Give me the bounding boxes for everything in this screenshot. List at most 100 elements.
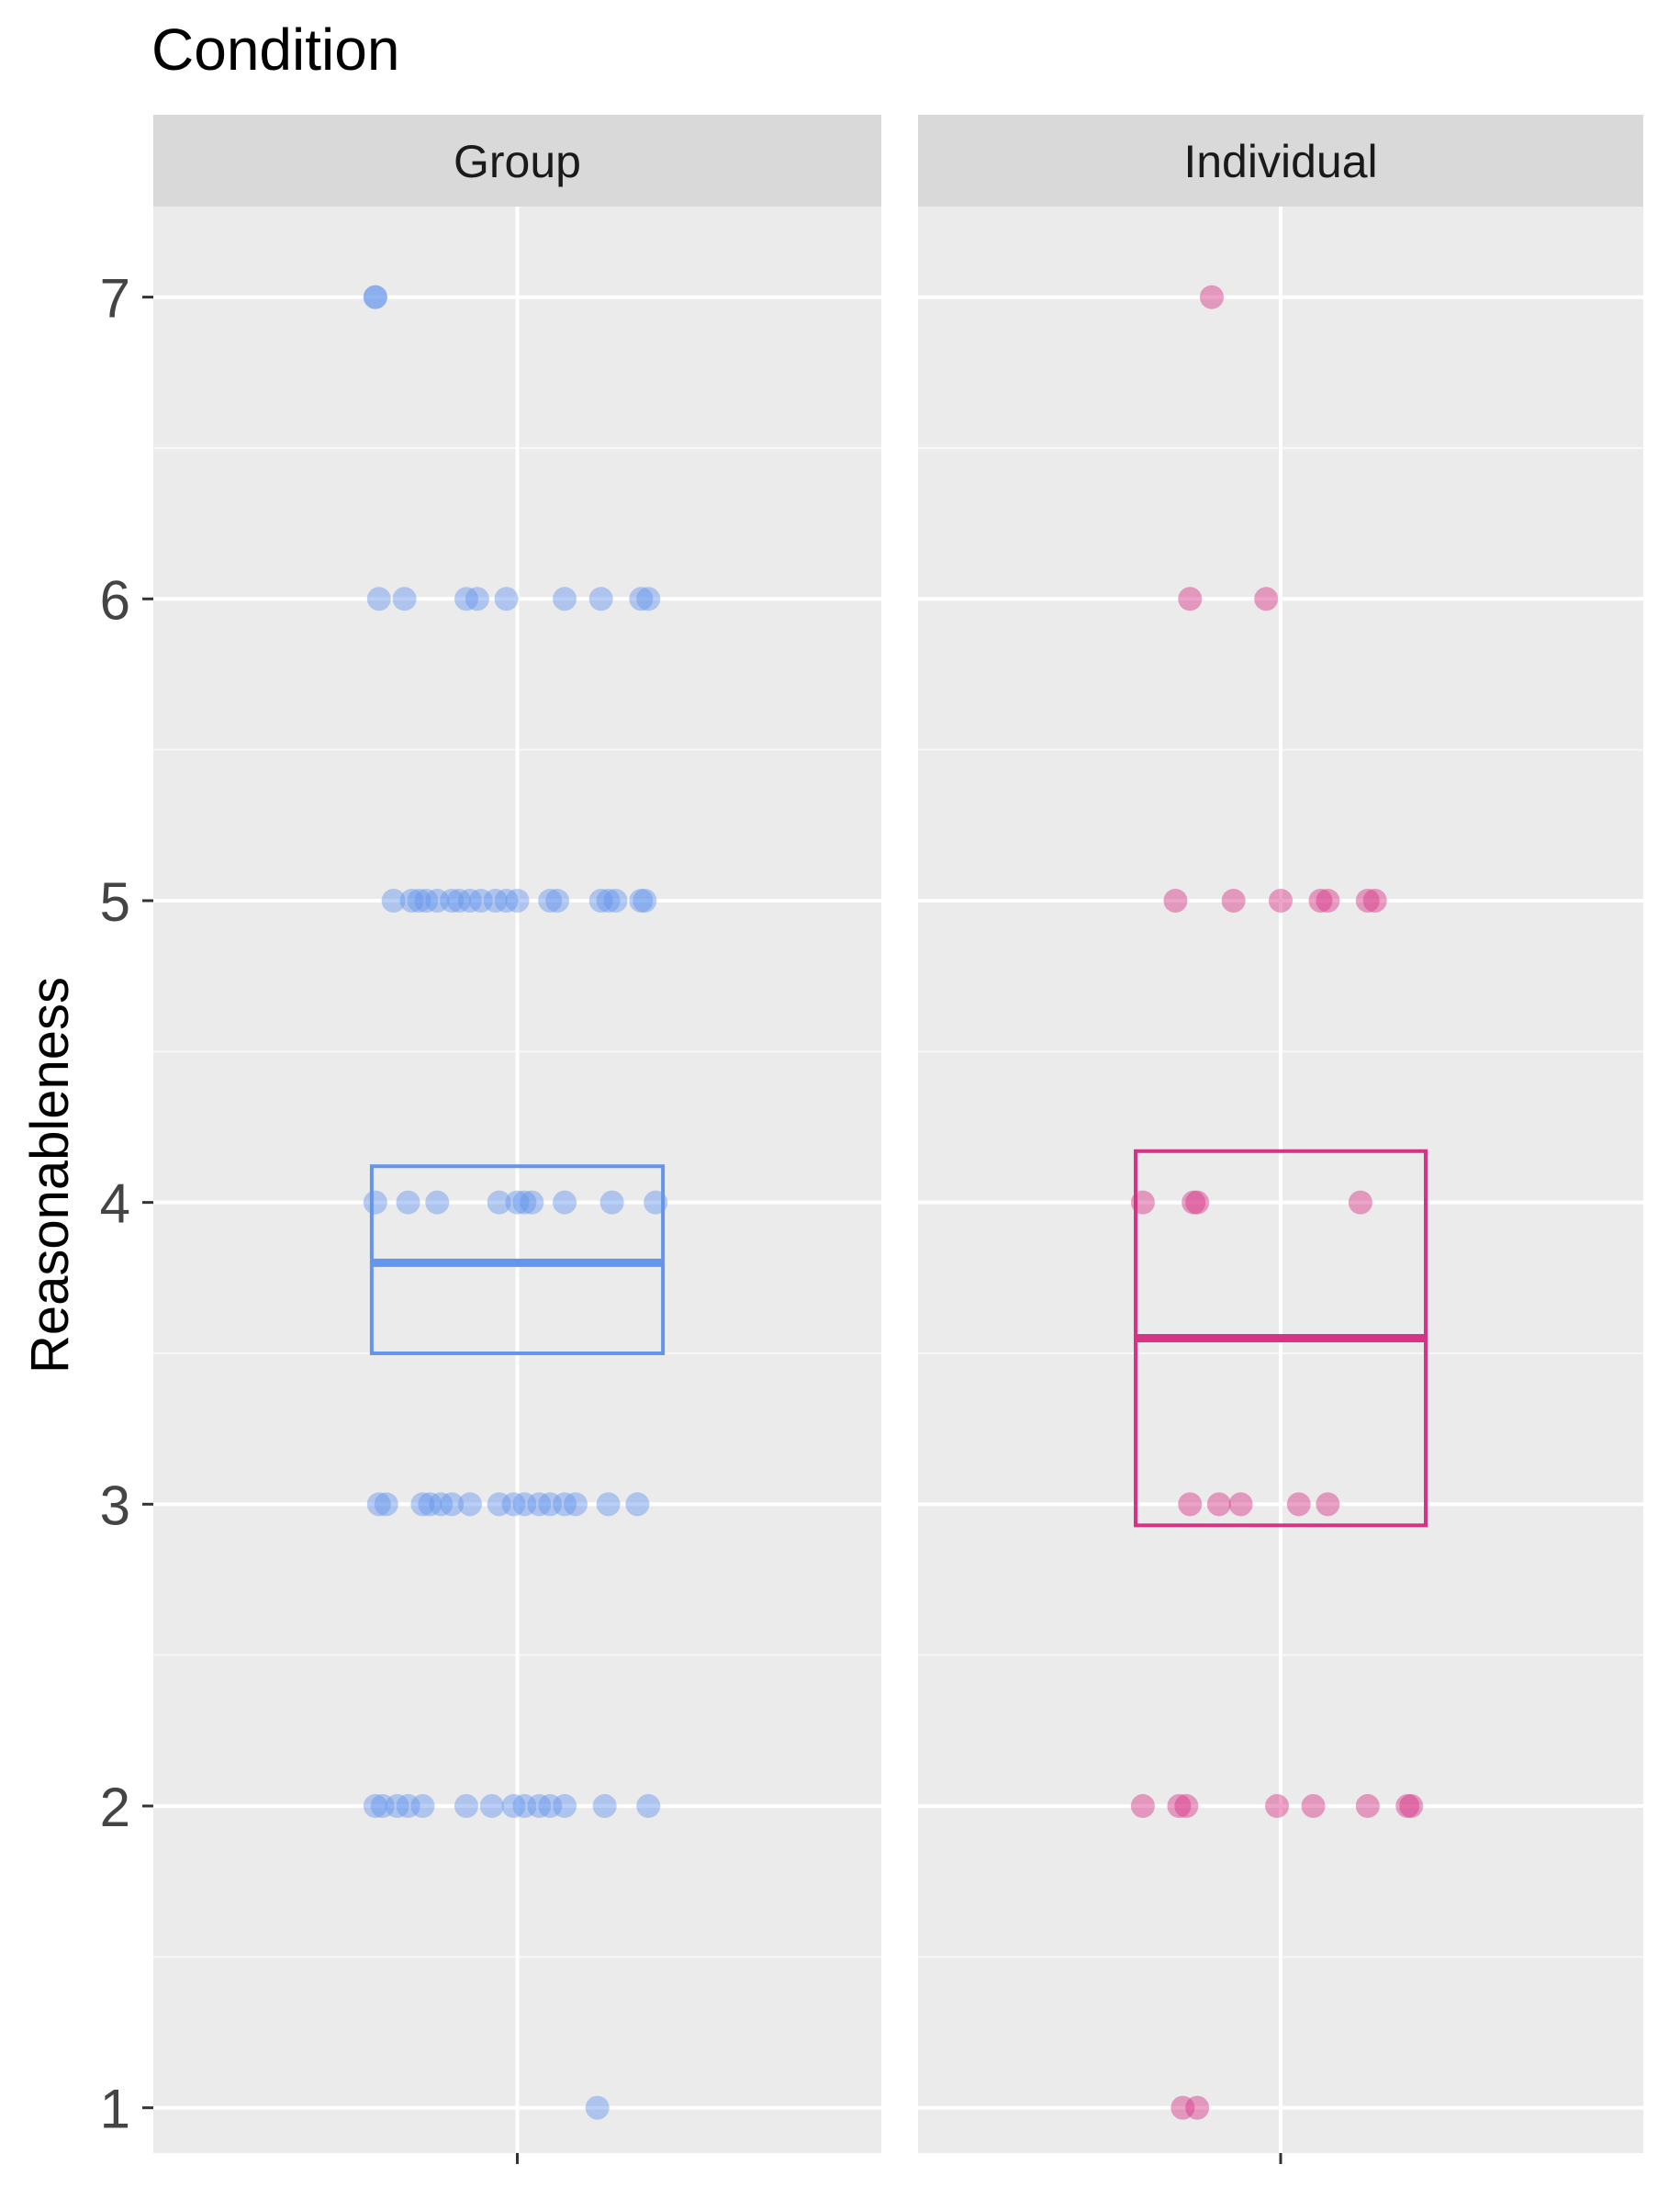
data-point xyxy=(553,587,577,611)
facet-panel-group: Group xyxy=(153,115,881,2164)
data-point xyxy=(538,1492,563,1517)
data-point xyxy=(1185,1190,1210,1215)
data-point xyxy=(553,1190,577,1215)
data-point xyxy=(1308,888,1333,913)
data-point xyxy=(363,1794,387,1819)
data-point xyxy=(1206,1492,1231,1517)
data-point xyxy=(465,587,489,611)
data-point xyxy=(414,888,439,913)
data-point xyxy=(407,888,431,913)
facet-strip xyxy=(153,115,881,207)
facet-strip xyxy=(918,115,1643,207)
data-point xyxy=(396,1794,420,1819)
data-point xyxy=(505,1190,530,1215)
data-point xyxy=(440,888,465,913)
data-point xyxy=(479,1794,504,1819)
data-point xyxy=(596,1492,621,1517)
data-point xyxy=(374,1492,398,1517)
data-point xyxy=(1163,888,1188,913)
data-point xyxy=(363,285,387,309)
data-point xyxy=(501,1794,526,1819)
data-point xyxy=(629,888,654,913)
data-point xyxy=(1399,1794,1424,1819)
data-point xyxy=(429,1492,454,1517)
data-point xyxy=(440,1492,465,1517)
data-point xyxy=(1269,888,1293,913)
data-point xyxy=(599,1190,624,1215)
facet-strip-label: Individual xyxy=(1183,136,1377,187)
data-point xyxy=(399,888,424,913)
y-tick-label: 1 xyxy=(100,2079,130,2140)
data-point xyxy=(1170,2095,1195,2120)
data-point xyxy=(1199,285,1224,309)
data-point xyxy=(1221,888,1246,913)
data-point xyxy=(629,587,654,611)
data-point xyxy=(1286,1492,1311,1517)
data-point xyxy=(396,1190,420,1215)
data-point xyxy=(483,888,508,913)
data-point xyxy=(1348,1190,1372,1215)
data-point xyxy=(512,1190,537,1215)
data-point xyxy=(425,888,450,913)
data-point xyxy=(1301,1794,1326,1819)
data-point xyxy=(1228,1492,1253,1517)
y-tick-label: 5 xyxy=(100,871,130,933)
data-point xyxy=(501,1492,526,1517)
data-point xyxy=(512,1492,537,1517)
y-axis-label: Reasonableness xyxy=(20,977,80,1374)
data-point xyxy=(418,1492,442,1517)
data-point xyxy=(392,587,417,611)
data-point xyxy=(1362,888,1387,913)
data-point xyxy=(1130,1794,1155,1819)
data-point xyxy=(1185,2095,1210,2120)
data-point xyxy=(538,888,563,913)
data-point xyxy=(585,2095,610,2120)
y-tick-label: 4 xyxy=(100,1173,130,1235)
data-point xyxy=(1355,1794,1380,1819)
data-point xyxy=(596,888,621,913)
data-point xyxy=(454,587,478,611)
data-point xyxy=(370,1794,395,1819)
data-point xyxy=(487,1190,511,1215)
data-point xyxy=(1355,888,1380,913)
data-point xyxy=(1178,587,1203,611)
data-point xyxy=(1316,1492,1340,1517)
data-point xyxy=(494,587,519,611)
data-point xyxy=(1254,587,1279,611)
data-point xyxy=(588,587,613,611)
data-point xyxy=(1395,1794,1420,1819)
data-point xyxy=(520,1190,544,1215)
data-point xyxy=(563,1492,588,1517)
data-point xyxy=(385,1794,409,1819)
facet-panel-individual: Individual xyxy=(918,115,1643,2164)
data-point xyxy=(410,1492,435,1517)
data-point xyxy=(553,1794,577,1819)
data-point xyxy=(410,1794,435,1819)
data-point xyxy=(545,888,570,913)
data-point xyxy=(366,1492,391,1517)
data-point xyxy=(487,1492,511,1517)
data-point xyxy=(494,888,519,913)
data-point xyxy=(1182,1190,1206,1215)
data-point xyxy=(381,888,406,913)
data-point xyxy=(538,1794,563,1819)
y-tick-label: 7 xyxy=(100,268,130,330)
data-point xyxy=(366,587,391,611)
data-point xyxy=(447,888,472,913)
data-point xyxy=(363,1190,387,1215)
data-point xyxy=(454,1794,478,1819)
data-point xyxy=(1265,1794,1290,1819)
facet-panels: Group Individual xyxy=(153,115,1643,2164)
data-point xyxy=(363,285,387,309)
y-axis: 1 2 3 4 5 6 7 xyxy=(100,268,153,2140)
data-point xyxy=(553,1492,577,1517)
data-point xyxy=(636,1794,661,1819)
data-point xyxy=(636,587,661,611)
data-point xyxy=(527,1794,552,1819)
chart-title: Condition xyxy=(151,17,399,83)
facet-strip-label: Group xyxy=(454,136,581,187)
data-point xyxy=(633,888,657,913)
data-point xyxy=(588,888,613,913)
data-point xyxy=(1174,1794,1199,1819)
